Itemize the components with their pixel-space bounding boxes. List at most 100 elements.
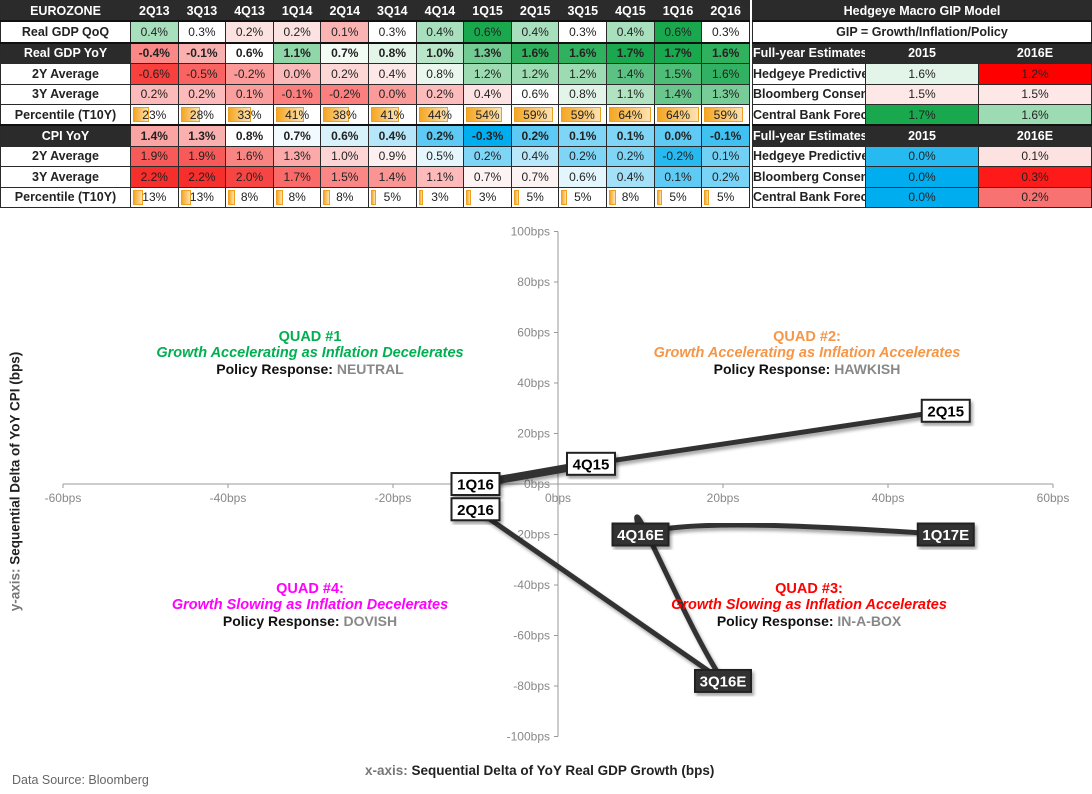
table-cell: 1.7% xyxy=(606,41,655,65)
table-cell: 13% xyxy=(130,186,179,208)
y-tick-label: -80bps xyxy=(513,679,550,693)
quad-2-policy-label: Policy Response: xyxy=(713,361,831,377)
period-header: 2Q13 xyxy=(130,0,179,22)
percentile-bar xyxy=(704,106,744,123)
y-tick-label: 60bps xyxy=(517,326,550,340)
point-marker xyxy=(916,522,975,547)
table-cell: 0.0% xyxy=(368,83,417,105)
period-header: 3Q15 xyxy=(558,0,608,22)
table-cell: 28% xyxy=(177,103,227,126)
x-tick-label: -60bps xyxy=(45,491,82,505)
point-label: 2Q15 xyxy=(920,398,971,423)
percentile-bar xyxy=(323,106,350,123)
table-cell: 1.3% xyxy=(463,41,512,65)
point-label-text: 3Q16E xyxy=(700,673,747,690)
estimate-row: Bloomberg Consensus Estimate0.0%0.3% xyxy=(752,166,1092,188)
estimate-label: Central Bank Forecast xyxy=(752,103,866,126)
table-cell: 0.2% xyxy=(415,124,465,147)
quad-3-subtitle: Growth Slowing as Inflation Accelerates xyxy=(671,597,947,613)
table-cell: 1.9% xyxy=(177,145,227,168)
estimates-header-row: Full-year Estimates 2015 2016E xyxy=(752,41,1092,65)
percentile-bar xyxy=(561,189,567,205)
path-segment xyxy=(473,506,726,684)
table-cell: -0.1% xyxy=(177,41,227,65)
table-cell: 0.7% xyxy=(272,124,322,147)
table-row: Percentile (T10Y) 23% 28% 33% 41% 38% 41% 44% 54… xyxy=(0,103,750,126)
table-cell: 0.2% xyxy=(130,83,179,105)
x-tick-label: 0bps xyxy=(545,491,571,505)
table-cell: 0.7% xyxy=(510,166,560,188)
percentile-bar xyxy=(180,189,191,205)
table-cell: 2.2% xyxy=(177,166,227,188)
quad-3-policy: IN-A-BOX xyxy=(837,613,902,629)
percentile-bar xyxy=(228,106,251,123)
percentile-bar xyxy=(418,106,449,123)
percentile-bar xyxy=(323,189,331,205)
percentile-value: 8% xyxy=(336,190,354,205)
gip-model-table: Hedgeye Macro GIP Model GIP = Growth/Infl… xyxy=(752,0,1092,208)
row-label: 3Y Average xyxy=(0,83,131,105)
table-cell: 0.8% xyxy=(558,83,608,105)
percentile-bar xyxy=(609,189,617,205)
point-marker xyxy=(566,451,616,476)
table-cell: 0.1% xyxy=(558,124,608,147)
table-cell: 0.4% xyxy=(606,166,655,188)
table-cell: 0.2% xyxy=(272,20,322,44)
quad-2-subtitle: Growth Accelerating as Inflation Acceler… xyxy=(653,345,961,361)
table-cell: 1.6% xyxy=(701,41,750,65)
table-cell: 3% xyxy=(463,186,512,208)
table-cell: 0.2% xyxy=(320,63,370,85)
estimate-2015: 0.0% xyxy=(865,166,979,188)
table-cell: 1.9% xyxy=(130,145,179,168)
path-segment xyxy=(588,408,949,467)
table-row: 3Y Average 2.2% 2.2% 2.0% 1.7% 1.5% 1.4% 1.1% 0.… xyxy=(0,166,750,188)
table-cell: 0.5% xyxy=(415,145,465,168)
x-tick-label: 60bps xyxy=(1037,491,1070,505)
table-cell: 0.4% xyxy=(510,145,560,168)
percentile-bar xyxy=(513,189,520,205)
estimate-row: Central Bank Forecast0.0%0.2% xyxy=(752,186,1092,208)
table-cell: 0.1% xyxy=(320,20,370,44)
table-cell: 0.2% xyxy=(415,83,465,105)
period-header: 2Q16 xyxy=(701,0,750,22)
point-marker xyxy=(450,497,501,522)
table-cell: 1.5% xyxy=(653,63,703,85)
estimate-label: Hedgeye Predictive Tracking Algorithm xyxy=(752,63,866,85)
model-title-row: Hedgeye Macro GIP Model xyxy=(752,0,1092,22)
table-cell: 1.4% xyxy=(606,63,655,85)
table-cell: 41% xyxy=(272,103,322,126)
table-cell: 64% xyxy=(606,103,655,126)
percentile-bar xyxy=(371,189,377,205)
point-marker xyxy=(920,398,971,423)
percentile-value: 13% xyxy=(142,190,167,205)
estimate-2015: 0.0% xyxy=(865,186,979,208)
point-label: 1Q17E xyxy=(916,522,975,547)
year-header: 2015 xyxy=(865,124,979,147)
percentile-value: 64% xyxy=(665,107,691,122)
point-label-text: 1Q16 xyxy=(457,477,494,494)
percentile-bar xyxy=(180,106,201,123)
table-cell: -0.1% xyxy=(701,124,750,147)
year-header: 2015 xyxy=(865,41,979,65)
percentile-value: 64% xyxy=(618,107,643,122)
point-label-text: 4Q15 xyxy=(573,456,610,473)
quad-4-subtitle: Growth Slowing as Inflation Decelerates xyxy=(171,597,449,613)
estimate-2016e: 0.1% xyxy=(978,145,1092,168)
period-header: 4Q13 xyxy=(225,0,274,22)
row-label: Real GDP YoY xyxy=(0,41,131,65)
percentile-value: 59% xyxy=(523,107,548,122)
point-label-text: 2Q16 xyxy=(457,502,494,519)
table-cell: 0.2% xyxy=(463,145,512,168)
table-row: 3Y Average 0.2% 0.2% 0.1% -0.1% -0.2% 0.0% 0.2%… xyxy=(0,83,750,105)
estimate-2015: 1.7% xyxy=(865,103,979,126)
table-cell: 0.1% xyxy=(653,166,703,188)
period-header: 3Q14 xyxy=(368,0,417,22)
table-row: Real GDP QoQ 0.4% 0.3% 0.2% 0.2% 0.1% 0.3% 0.4%… xyxy=(0,20,750,44)
point-label: 4Q16E xyxy=(611,522,670,547)
y-tick-label: 40bps xyxy=(517,376,550,390)
table-cell: 23% xyxy=(130,103,179,126)
percentile-value: 5% xyxy=(383,190,402,205)
table-cell: 0.8% xyxy=(225,124,274,147)
table-cell: 59% xyxy=(510,103,560,126)
percentile-bar xyxy=(561,106,601,123)
